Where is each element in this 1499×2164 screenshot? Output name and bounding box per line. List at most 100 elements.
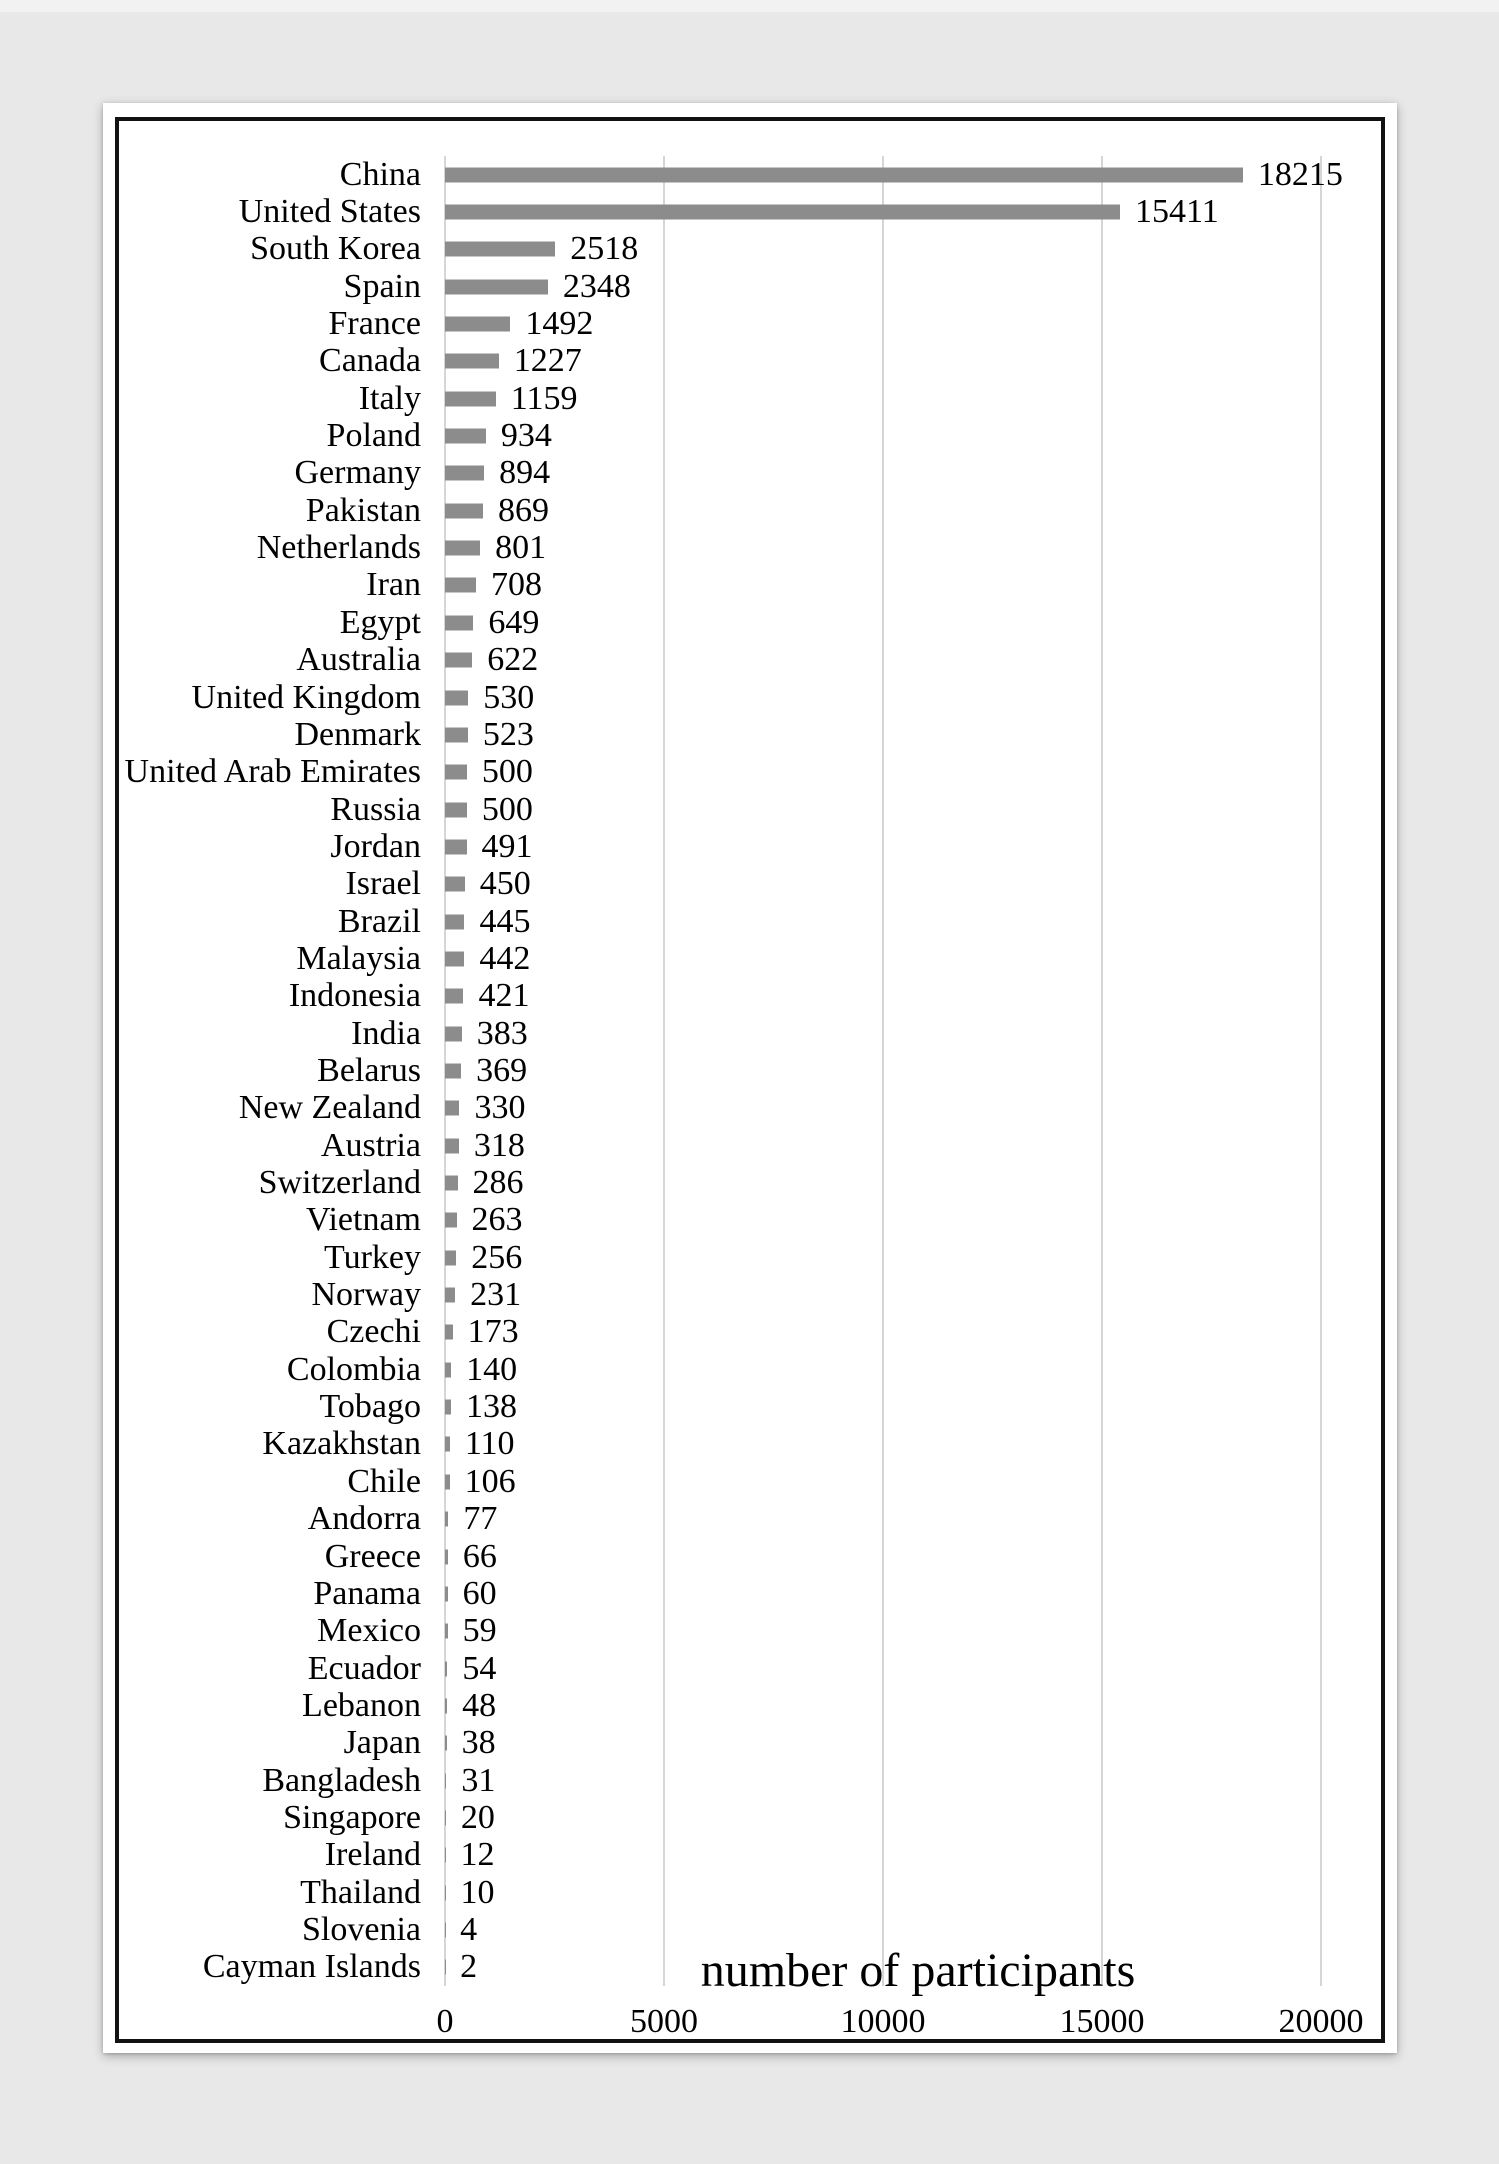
- bar: [445, 1100, 460, 1116]
- bar-row: Poland 934: [103, 417, 1397, 454]
- bar: [445, 279, 548, 295]
- bar-row: Austria 318: [103, 1127, 1397, 1164]
- bar-row: Thailand 10: [103, 1874, 1397, 1911]
- category-label: Vietnam: [305, 1201, 421, 1239]
- bar: [445, 1362, 452, 1378]
- bar-row: Turkey 256: [103, 1239, 1397, 1276]
- category-label: Spain: [343, 267, 421, 305]
- bar-row: Mexico 59: [103, 1613, 1397, 1650]
- value-label: 54: [462, 1649, 497, 1687]
- value-label: 231: [470, 1276, 522, 1314]
- value-label: 66: [462, 1537, 497, 1575]
- category-label: Tobago: [319, 1388, 422, 1426]
- bar-row: China 18215: [103, 156, 1397, 193]
- category-label: Kazakhstan: [262, 1425, 421, 1463]
- category-label: Germany: [294, 454, 421, 492]
- bar-row: Indonesia 421: [103, 978, 1397, 1015]
- bar-row: Netherlands 801: [103, 529, 1397, 566]
- gridline: [663, 156, 665, 1986]
- bar-row: France 1492: [103, 305, 1397, 342]
- value-label: 445: [479, 902, 531, 940]
- value-label: 106: [464, 1462, 516, 1500]
- bar-row: Czechi 173: [103, 1314, 1397, 1351]
- value-label: 1159: [510, 379, 578, 417]
- value-label: 2518: [570, 230, 639, 268]
- bar: [445, 1250, 457, 1266]
- bar: [445, 241, 556, 257]
- category-label: Belarus: [317, 1051, 421, 1089]
- category-label: Turkey: [324, 1238, 421, 1276]
- category-label: China: [339, 155, 421, 193]
- category-label: Australia: [296, 641, 421, 679]
- category-label: Lebanon: [302, 1686, 421, 1724]
- value-label: 622: [487, 641, 539, 679]
- bar: [445, 914, 465, 930]
- category-label: Netherlands: [256, 529, 421, 567]
- value-label: 442: [479, 939, 531, 977]
- category-label: Indonesia: [288, 977, 421, 1015]
- value-label: 894: [499, 454, 551, 492]
- value-label: 1227: [513, 342, 582, 380]
- category-label: Bangladesh: [262, 1761, 421, 1799]
- bar-row: Tobago 138: [103, 1388, 1397, 1425]
- x-axis-tick-label: 10000: [840, 2003, 926, 2040]
- bar-row: Singapore 20: [103, 1799, 1397, 1836]
- bar-row: Bangladesh 31: [103, 1762, 1397, 1799]
- bar: [445, 1623, 448, 1639]
- bar-row: Jordan 491: [103, 828, 1397, 865]
- x-axis-tick-label: 5000: [630, 2003, 698, 2040]
- bar-row: Vietnam 263: [103, 1202, 1397, 1239]
- value-label: 48: [462, 1686, 497, 1724]
- bar-row: Ireland 12: [103, 1837, 1397, 1874]
- gridline: [882, 156, 884, 1986]
- category-label: Switzerland: [258, 1164, 421, 1202]
- category-label: Andorra: [307, 1500, 421, 1538]
- bar-row: Spain 2348: [103, 268, 1397, 305]
- value-label: 173: [467, 1313, 519, 1351]
- value-label: 20: [460, 1798, 495, 1836]
- bar: [445, 1287, 456, 1303]
- bar: [445, 652, 473, 668]
- bar-row: New Zealand 330: [103, 1090, 1397, 1127]
- x-axis-tick-label: 15000: [1059, 2003, 1145, 2040]
- bar-row: Italy 1159: [103, 380, 1397, 417]
- value-label: 256: [471, 1238, 523, 1276]
- value-label: 369: [476, 1051, 528, 1089]
- bar-row: Lebanon 48: [103, 1687, 1397, 1724]
- bar: [445, 1847, 446, 1863]
- bar-row: Israel 450: [103, 866, 1397, 903]
- category-label: Ireland: [324, 1836, 421, 1874]
- bar: [445, 727, 468, 743]
- bar: [445, 1175, 458, 1191]
- bar-row: Malaysia 442: [103, 940, 1397, 977]
- bar-row: Belarus 369: [103, 1052, 1397, 1089]
- bar-row: United States 15411: [103, 193, 1397, 230]
- value-label: 523: [482, 715, 534, 753]
- bar-row: Canada 1227: [103, 343, 1397, 380]
- bar-row: United Arab Emirates 500: [103, 754, 1397, 791]
- bar-row: India 383: [103, 1015, 1397, 1052]
- x-axis-tick-label: 0: [436, 2003, 454, 2040]
- bar: [445, 876, 465, 892]
- value-label: 383: [476, 1014, 528, 1052]
- gridline: [1101, 156, 1103, 1986]
- category-label: Egypt: [339, 603, 421, 641]
- bar-row: Colombia 140: [103, 1351, 1397, 1388]
- bar: [445, 1026, 462, 1042]
- bar-row: Cayman Islands 2: [103, 1949, 1397, 1986]
- value-label: 2: [460, 1948, 478, 1986]
- value-label: 10: [460, 1873, 495, 1911]
- category-label: Colombia: [286, 1350, 421, 1388]
- value-label: 138: [466, 1388, 518, 1426]
- bar-row: Iran 708: [103, 567, 1397, 604]
- category-label: Cayman Islands: [202, 1948, 421, 1986]
- value-label: 318: [473, 1126, 525, 1164]
- category-label: Jordan: [330, 827, 421, 865]
- bar: [445, 1661, 448, 1677]
- bar: [445, 988, 464, 1004]
- category-label: Mexico: [317, 1612, 421, 1650]
- value-label: 1492: [525, 305, 594, 343]
- value-label: 263: [471, 1201, 523, 1239]
- category-label: Ecuador: [307, 1649, 421, 1687]
- bar: [445, 353, 499, 369]
